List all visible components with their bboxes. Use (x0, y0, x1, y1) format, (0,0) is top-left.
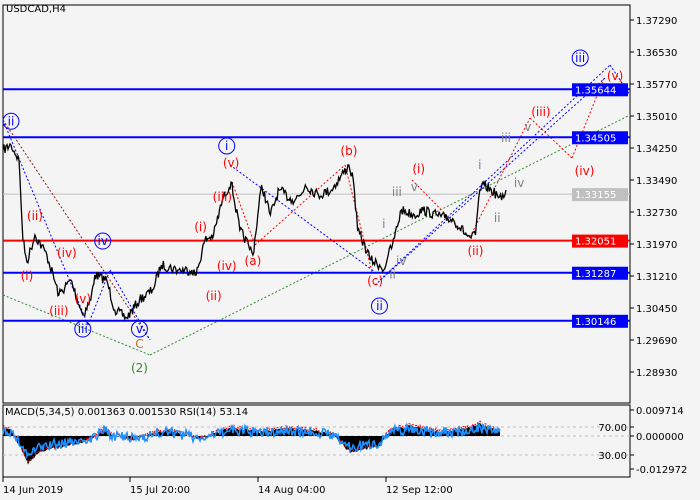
wave-label: (a) (245, 254, 262, 268)
wave-label: iii (78, 322, 88, 336)
wave-label-circle (370, 297, 388, 315)
price-label-box (572, 188, 628, 202)
wave-label: iii (501, 131, 511, 145)
macd-histogram (3, 422, 500, 465)
y-tick-label: 1.33490 (636, 176, 677, 187)
wave-label: (i) (194, 220, 207, 234)
price-label-box (572, 314, 628, 328)
wave-label: ii (376, 299, 383, 313)
y-tick-label: 1.28930 (636, 368, 677, 379)
wave-dashed-line (231, 181, 256, 246)
price-line (2, 142, 507, 322)
wave-label: (v) (223, 156, 239, 170)
wave-label: i (382, 217, 385, 231)
wave-dashed-line (109, 269, 151, 341)
price-label-box (572, 83, 628, 97)
x-tick-label: 15 Jul 20:00 (130, 485, 190, 496)
x-tick-label: 14 Jun 2019 (3, 485, 63, 496)
indicator-panel (2, 404, 631, 478)
wave-label-circle (130, 320, 148, 338)
wave-label: (iii) (531, 105, 550, 119)
y-tick-label: 1.34250 (636, 144, 677, 155)
y-tick-label: 1.31970 (636, 240, 677, 251)
main-panel (2, 4, 631, 404)
wave-label: (i) (21, 269, 34, 283)
rsi-line (2, 421, 501, 460)
indicator-tick-label: 0.000000 (636, 432, 684, 443)
wave-label: (i) (412, 162, 425, 176)
y-tick-label: 1.36530 (636, 48, 677, 59)
wave-label: (iv) (57, 246, 77, 260)
wave-label: i (478, 158, 481, 172)
wave-label: iii (392, 185, 402, 199)
wave-label: ii (8, 114, 15, 128)
wave-label: v (136, 322, 143, 336)
wave-dashed-line (411, 179, 469, 238)
wave-label: (iii) (213, 190, 232, 204)
wave-label-circle (94, 232, 112, 250)
wave-label: C (135, 337, 143, 351)
price-label: 1.32051 (575, 237, 616, 248)
wave-label: (iv) (217, 259, 237, 273)
wave-label: v (524, 120, 531, 134)
wave-label-circle (74, 320, 92, 338)
indicator-title: MACD(5,34,5) 0.001363 0.001530 RSI(14) 5… (5, 407, 249, 418)
wave-label: (iii) (49, 304, 68, 318)
wave-label: v (411, 180, 418, 194)
y-tick-label: 1.37290 (636, 16, 677, 27)
price-label: 1.30146 (575, 317, 616, 328)
y-tick-label: 1.30450 (636, 304, 677, 315)
wave-label: (ii) (467, 244, 483, 258)
y-tick-label: 1.32730 (636, 208, 677, 219)
wave-label: (v) (607, 69, 623, 83)
price-label-box (572, 266, 628, 280)
wave-label: (ii) (206, 289, 222, 303)
indicator-tick-label: 70.00 (598, 423, 627, 434)
price-label: 1.34505 (575, 133, 616, 144)
wave-label: (c) (367, 274, 383, 288)
wave-label: iv (98, 234, 108, 248)
price-label: 1.33155 (575, 190, 616, 201)
wave-label: (v) (75, 292, 91, 306)
wave-label-circle (218, 137, 236, 155)
wave-dashed-line (254, 164, 346, 246)
wave-dashed-line (2, 119, 151, 341)
y-tick-label: 1.35010 (636, 112, 677, 123)
wave-dashed-line (379, 64, 611, 281)
wave-label: (b) (340, 144, 357, 158)
wave-label: (iv) (575, 164, 595, 178)
wave-label: iv (396, 254, 406, 268)
y-tick-label: 1.31210 (636, 272, 677, 283)
wave-dashed-line (149, 114, 631, 356)
wave-label: ii (389, 268, 396, 282)
price-label: 1.31287 (575, 269, 616, 280)
indicator-tick-label: 30.00 (598, 451, 627, 462)
wave-dashed-line (2, 294, 151, 356)
x-tick-label: 12 Sep 12:00 (386, 485, 453, 496)
wave-label: ii (494, 211, 501, 225)
wave-label-circle (571, 49, 589, 67)
y-tick-label: 1.35770 (636, 80, 677, 91)
wave-label: i (225, 139, 228, 153)
wave-label: iv (514, 176, 524, 190)
wave-dashed-line (374, 77, 606, 286)
macd-signal-line (2, 420, 501, 465)
x-tick-label: 14 Aug 04:00 (258, 485, 325, 496)
wave-label: (2) (131, 361, 148, 375)
indicator-tick-label: -0.012972 (636, 465, 687, 476)
wave-label: (ii) (27, 209, 43, 223)
price-label-box (572, 131, 628, 145)
wave-label: iii (575, 51, 585, 65)
y-tick-label: 1.29690 (636, 336, 677, 347)
chart-title: USDCAD,H4 (6, 4, 66, 15)
wave-label-circle (2, 112, 20, 130)
wave-dashed-line (2, 119, 89, 326)
price-label: 1.35644 (575, 85, 616, 96)
price-label-box (572, 234, 628, 248)
indicator-tick-label: 0.009714 (636, 406, 684, 417)
